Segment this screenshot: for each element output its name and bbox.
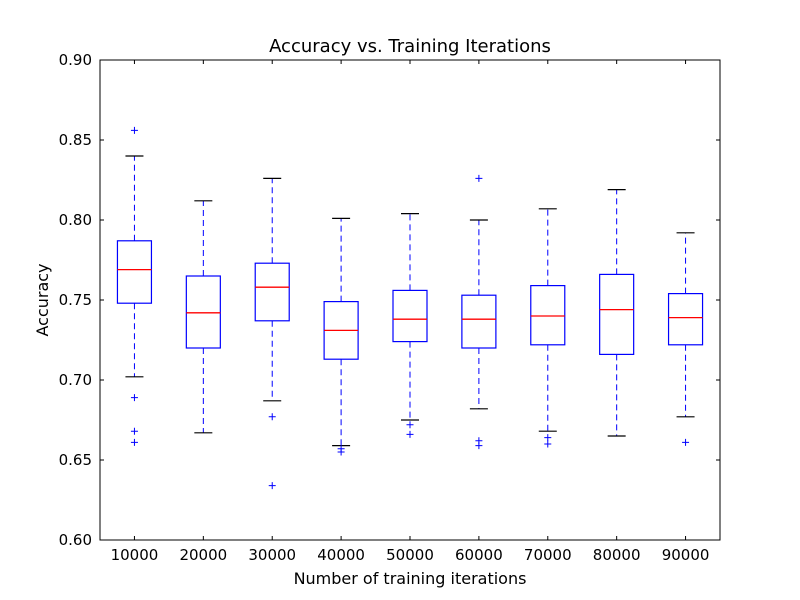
x-tick-label: 70000 [524, 546, 572, 564]
y-tick-label: 0.70 [59, 371, 92, 389]
outlier-marker [544, 440, 552, 448]
chart-title: Accuracy vs. Training Iterations [269, 36, 551, 57]
x-tick-label: 60000 [455, 546, 503, 564]
x-tick-label: 50000 [386, 546, 434, 564]
outlier-marker [544, 434, 552, 442]
outlier-marker [337, 448, 345, 456]
outlier-marker [406, 421, 414, 429]
box [392, 289, 428, 343]
x-tick-label: 10000 [111, 546, 159, 564]
box [116, 240, 153, 304]
x-tick-label: 20000 [179, 546, 227, 564]
x-tick-label: 30000 [248, 546, 296, 564]
outlier-marker [682, 438, 690, 446]
y-tick-label: 0.60 [59, 531, 92, 549]
outlier-marker [268, 482, 276, 490]
outlier-marker [406, 430, 414, 438]
y-tick-label: 0.65 [59, 451, 92, 469]
y-tick-label: 0.85 [59, 131, 92, 149]
outlier-marker [130, 438, 138, 446]
x-tick-label: 90000 [662, 546, 710, 564]
outlier-marker [130, 427, 138, 435]
x-tick-label: 80000 [593, 546, 641, 564]
x-axis-label: Number of training iterations [294, 569, 527, 588]
y-axis-label: Accuracy [33, 263, 52, 336]
outlier-marker [130, 394, 138, 402]
y-tick-label: 0.75 [59, 291, 92, 309]
outlier-marker [475, 442, 483, 450]
outlier-marker [130, 126, 138, 134]
outlier-marker [268, 413, 276, 421]
plot-area: 0.60 0.65 0.70 0.75 0.80 0.85 0.90 10000 20000 30… [59, 51, 721, 564]
box [254, 262, 290, 322]
box [185, 275, 221, 349]
box [530, 285, 566, 346]
y-tick-label: 0.90 [59, 51, 92, 69]
box [461, 294, 497, 349]
box [667, 293, 704, 346]
x-tick-label: 40000 [317, 546, 365, 564]
axes-frame [99, 59, 721, 541]
box [599, 273, 635, 355]
y-tick-label: 0.80 [59, 211, 92, 229]
outlier-marker [475, 174, 483, 182]
